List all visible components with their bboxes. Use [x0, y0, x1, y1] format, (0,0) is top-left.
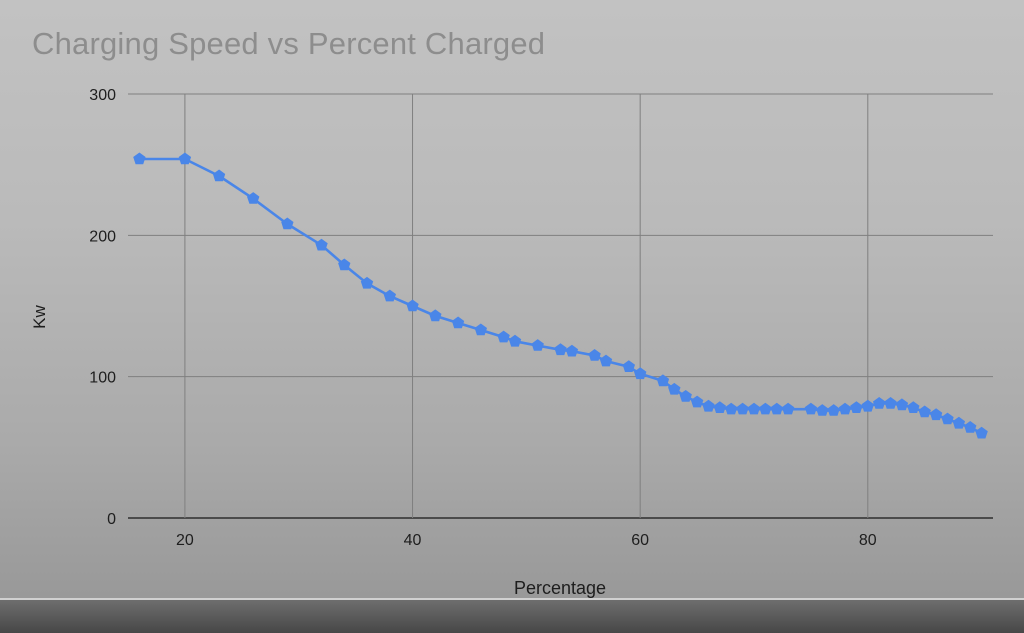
y-tick-label: 300	[89, 87, 116, 104]
data-point	[565, 344, 579, 357]
x-tick-label: 20	[176, 532, 194, 549]
data-point	[952, 416, 965, 429]
data-point	[873, 397, 886, 409]
bottom-bar	[0, 598, 1024, 633]
data-point	[599, 354, 613, 367]
x-tick-label: 80	[859, 532, 877, 549]
data-point	[133, 152, 146, 165]
data-point	[451, 316, 465, 329]
data-point	[895, 398, 909, 411]
data-point	[668, 382, 681, 395]
x-axis-label: Percentage	[513, 578, 607, 598]
data-point	[884, 397, 897, 409]
data-point	[634, 367, 647, 380]
data-point	[770, 402, 783, 415]
y-axis-label: Kw	[30, 305, 49, 329]
data-point	[838, 402, 852, 415]
data-point	[781, 402, 795, 415]
data-point	[531, 339, 544, 351]
data-point	[554, 343, 567, 356]
data-point	[679, 390, 692, 402]
series-line	[139, 157, 983, 435]
data-point	[713, 401, 726, 413]
data-point	[747, 402, 761, 415]
data-point	[383, 289, 396, 302]
chart-title: Charging Speed vs Percent Charged	[32, 26, 546, 61]
data-point	[508, 334, 522, 347]
data-point	[975, 426, 988, 439]
data-point	[315, 238, 328, 251]
data-point	[281, 217, 294, 230]
tick-labels: 0 100 200 300 20 40 60 80	[89, 87, 877, 549]
data-point	[816, 404, 829, 416]
data-point	[247, 192, 260, 204]
data-point	[406, 299, 419, 312]
data-point	[338, 258, 351, 271]
data-point	[941, 412, 954, 425]
data-point	[827, 404, 840, 416]
data-point	[212, 169, 226, 182]
data-point	[861, 399, 874, 412]
data-point	[178, 152, 192, 165]
data-point	[918, 405, 931, 418]
data-point	[360, 276, 374, 289]
y-tick-label: 100	[89, 370, 116, 387]
data-point	[429, 309, 442, 322]
grid	[128, 93, 993, 519]
data-point	[850, 401, 863, 413]
x-tick-label: 60	[631, 532, 649, 549]
data-point	[804, 402, 818, 415]
y-tick-label: 200	[89, 228, 116, 245]
x-tick-label: 40	[404, 532, 422, 549]
data-point	[622, 360, 635, 372]
data-point	[588, 349, 601, 361]
data-markers	[133, 152, 988, 439]
data-point	[725, 402, 738, 415]
data-point	[474, 323, 487, 336]
y-tick-label: 0	[107, 511, 116, 528]
data-point	[929, 408, 943, 421]
data-point	[759, 402, 772, 415]
data-point	[702, 399, 715, 412]
data-point	[736, 402, 749, 415]
data-point	[964, 421, 977, 433]
data-point	[497, 330, 510, 343]
data-point	[656, 374, 670, 387]
data-point	[907, 401, 920, 413]
data-point	[690, 395, 704, 408]
